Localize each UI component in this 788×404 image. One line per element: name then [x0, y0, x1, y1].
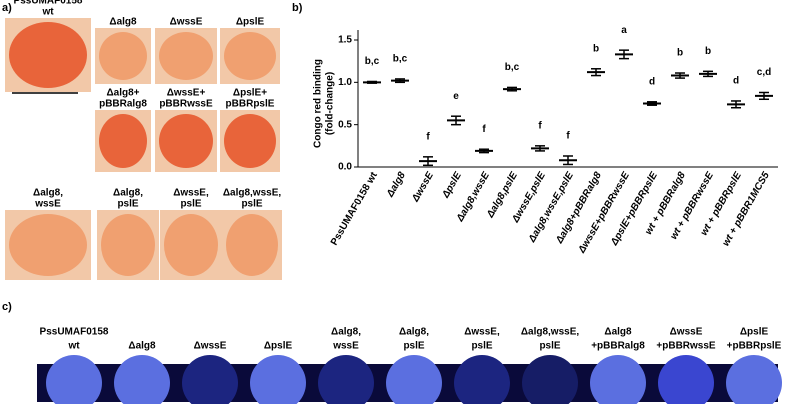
- colony: [318, 355, 374, 404]
- strain-label: wt: [67, 341, 80, 352]
- colony: [226, 214, 278, 276]
- y-tick-label: 0.0: [338, 162, 352, 173]
- plate-label: Δalg8,: [113, 188, 143, 199]
- strain-label: pslE: [403, 341, 424, 352]
- plate-label: ΔwssE: [170, 17, 203, 28]
- significance-letter: f: [426, 131, 430, 142]
- plate-label: ΔpslE: [236, 17, 265, 28]
- strain-label: +pBBRalg8: [591, 341, 645, 352]
- colony: [250, 355, 306, 404]
- strain-label: ΔpslE: [264, 341, 293, 352]
- colony: [224, 32, 276, 80]
- panel-label: c): [2, 301, 12, 313]
- plate-label: wssE: [34, 199, 61, 210]
- significance-letter: b: [593, 43, 599, 54]
- significance-letter: f: [482, 124, 486, 135]
- significance-letter: d: [649, 76, 655, 87]
- plate-label: pslE: [180, 199, 201, 210]
- y-axis-label: (fold-change): [325, 72, 336, 135]
- strain-label: pslE: [539, 341, 560, 352]
- strain-label: Δalg8: [128, 341, 156, 352]
- strain-label: wssE: [332, 341, 359, 352]
- x-tick-label: ΔpslE: [440, 170, 464, 201]
- significance-letter: e: [453, 91, 459, 102]
- strain-label: Δalg8: [604, 327, 632, 338]
- plate-label: Δalg8: [109, 17, 137, 28]
- x-tick-label: Δalg8: [384, 170, 408, 200]
- colony: [99, 114, 147, 168]
- strain-label: ΔwssE,: [464, 327, 500, 338]
- colony: [386, 355, 442, 404]
- colony: [101, 214, 155, 276]
- strain-label: Δalg8,: [399, 327, 429, 338]
- panel-label: b): [292, 2, 303, 14]
- y-tick-label: 1.5: [338, 35, 352, 46]
- significance-letter: b: [705, 46, 711, 57]
- y-axis-label: Congo red binding: [313, 59, 324, 148]
- plate-label: Δalg8,wssE,: [223, 188, 282, 199]
- significance-letter: b: [677, 48, 683, 59]
- x-tick-label: PssUMAF0158 wt: [329, 170, 380, 248]
- colony: [114, 355, 170, 404]
- plate-label: pslE: [117, 199, 138, 210]
- strain-label: Δalg8,wssE,: [521, 327, 580, 338]
- plate-label: pslE: [241, 199, 262, 210]
- plate-label: ΔwssE+: [167, 88, 206, 99]
- colony: [159, 114, 213, 168]
- significance-letter: b,c: [393, 54, 408, 65]
- x-tick-label: ΔwssE+pBBRwssE: [576, 170, 632, 256]
- significance-letter: b,c: [505, 62, 520, 73]
- plate-label: pBBRpslE: [226, 99, 275, 110]
- colony: [46, 355, 102, 404]
- colony: [658, 355, 714, 404]
- panel-label: a): [2, 2, 12, 14]
- colony: [9, 214, 87, 276]
- colony: [454, 355, 510, 404]
- colony: [9, 22, 87, 88]
- y-tick-label: 1.0: [338, 77, 352, 88]
- strain-label: ΔwssE: [670, 327, 703, 338]
- significance-letter: f: [566, 131, 570, 142]
- plate-label: ΔwssE,: [173, 188, 209, 199]
- plate-label: Δalg8,: [33, 188, 63, 199]
- colony: [99, 32, 147, 80]
- strain-label: +pBBRpslE: [727, 341, 782, 352]
- strain-label: ΔpslE: [740, 327, 769, 338]
- strain-label: Δalg8,: [331, 327, 361, 338]
- plate-label: wt: [41, 7, 54, 18]
- strain-label: ΔwssE: [194, 341, 227, 352]
- plate-label: Δalg8+: [106, 88, 139, 99]
- significance-letter: a: [621, 25, 627, 36]
- significance-letter: d: [733, 76, 739, 87]
- significance-letter: f: [538, 120, 542, 131]
- colony: [726, 355, 782, 404]
- plate-label: PssUMAF0158: [14, 0, 83, 7]
- colony: [522, 355, 578, 404]
- plate-label: pBBRwssE: [159, 99, 213, 110]
- plate-label: pBBRalg8: [99, 99, 147, 110]
- colony: [224, 114, 276, 168]
- colony: [164, 214, 218, 276]
- strain-label: pslE: [471, 341, 492, 352]
- strain-label: PssUMAF0158: [40, 327, 109, 338]
- colony: [159, 32, 213, 80]
- colony: [182, 355, 238, 404]
- x-tick-label: ΔwssE: [410, 170, 436, 205]
- plate-label: ΔpslE+: [233, 88, 267, 99]
- colony: [590, 355, 646, 404]
- significance-letter: c,d: [757, 67, 771, 78]
- significance-letter: b,c: [365, 56, 380, 67]
- strain-label: +pBBRwssE: [656, 341, 716, 352]
- y-tick-label: 0.5: [338, 119, 352, 130]
